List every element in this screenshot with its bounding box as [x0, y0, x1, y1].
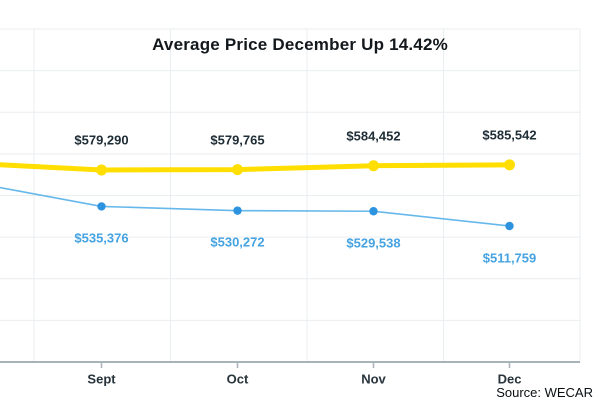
x-axis-label-dec: Dec — [497, 371, 522, 387]
data-point-yellow — [96, 164, 107, 176]
chart-title: Average Price December Up 14.42% — [152, 35, 448, 54]
series-line-yellow — [0, 162, 512, 173]
data-point-blue — [369, 207, 378, 216]
series-line-blue — [0, 186, 511, 227]
data-point-blue — [97, 202, 106, 211]
data-label-blue-nov: $529,538 — [346, 235, 401, 251]
data-label-yellow-oct: $579,765 — [210, 132, 265, 148]
data-point-blue — [505, 221, 514, 231]
data-point-yellow — [368, 160, 379, 172]
data-label-blue-dec: $511,759 — [482, 250, 537, 265]
data-label-yellow-nov: $584,452 — [346, 128, 401, 144]
data-label-yellow-sept: $579,290 — [74, 132, 129, 148]
data-label-yellow-dec: $585,542 — [482, 127, 537, 143]
x-axis-label-nov: Nov — [361, 371, 386, 387]
data-label-blue-sept: $535,376 — [74, 230, 129, 246]
source-credit: Source: WECAR — [496, 385, 593, 400]
x-axis-label-sept: Sept — [87, 371, 116, 387]
data-label-blue-oct: $530,272 — [210, 234, 265, 250]
data-point-blue — [233, 206, 242, 215]
data-point-yellow — [504, 159, 515, 171]
x-axis-label-oct: Oct — [226, 371, 249, 387]
data-point-yellow — [232, 164, 243, 176]
